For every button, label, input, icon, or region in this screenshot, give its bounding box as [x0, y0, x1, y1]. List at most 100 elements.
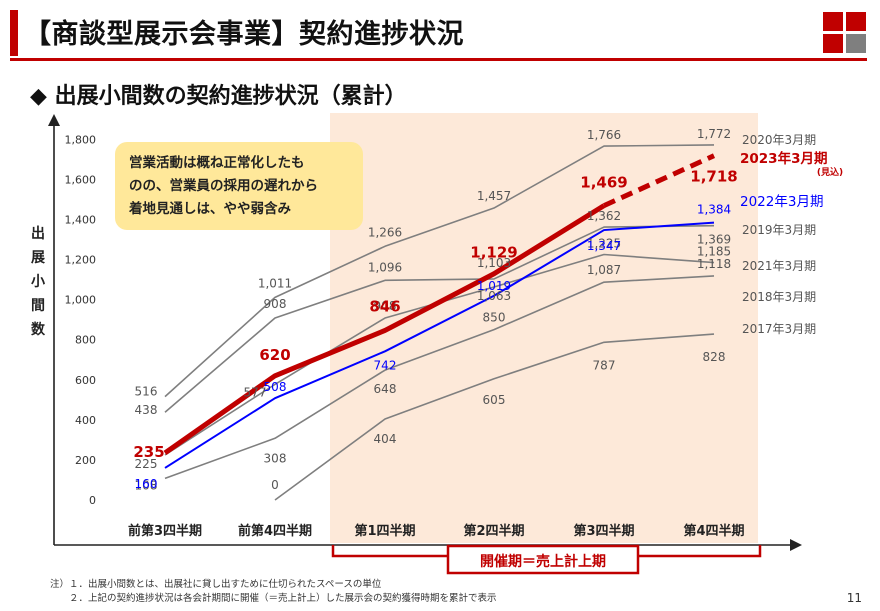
data-label: 577	[244, 385, 267, 399]
series-line	[164, 144, 715, 398]
commentary-callout: 営業活動は概ね正常化したも のの、営業員の採用の遅れから 着地見通しは、やや弱含…	[115, 142, 363, 230]
logo-square-1	[823, 12, 843, 31]
data-label: 308	[264, 451, 287, 465]
y-tick-label: 1,400	[65, 213, 97, 226]
series-line-forecast	[602, 153, 716, 208]
data-label: 0	[271, 478, 279, 492]
series-line-solid	[163, 203, 606, 455]
series-line	[274, 333, 715, 501]
y-axis-label: 出展小間数	[28, 222, 48, 342]
title-accent-bar	[10, 10, 18, 56]
data-label: 516	[135, 385, 158, 399]
y-axis-label-char: 小	[31, 274, 45, 290]
data-label: 1,103	[477, 256, 511, 270]
y-axis-label-char: 出	[31, 226, 45, 242]
sales-period-box	[446, 544, 640, 575]
data-label: 225	[135, 457, 158, 471]
y-tick-label: 200	[75, 454, 96, 467]
y-axis-label-char: 数	[31, 322, 45, 338]
y-tick-label: 1,200	[65, 254, 97, 267]
y-axis-label-char: 間	[31, 298, 45, 314]
data-label: 235	[133, 443, 164, 461]
footnotes: 注）１．出展小間数とは、出展社に貸し出すために仕切られたスペースの単位 ２．上記…	[50, 578, 497, 606]
data-label: 787	[593, 358, 616, 372]
data-label: 1,369	[697, 233, 731, 247]
data-label: 648	[374, 382, 397, 396]
y-tick-label: 1,800	[65, 133, 97, 146]
data-label: 605	[483, 393, 506, 407]
logo-square-3	[823, 34, 843, 53]
logo-square-2	[846, 12, 866, 31]
data-label: 1,087	[587, 263, 621, 277]
data-label: 1,772	[697, 127, 731, 141]
data-label: 1,011	[258, 276, 292, 290]
data-label: 846	[369, 297, 400, 315]
data-label: 160	[135, 477, 158, 491]
legend-label: 2021年3月期	[742, 259, 816, 273]
legend-label: 2023年3月期	[740, 150, 827, 167]
logo-square-4	[846, 34, 866, 53]
sales-period-label: 開催期＝売上計上期	[480, 553, 606, 570]
data-label: 1,766	[587, 128, 621, 142]
legend-label: 2022年3月期	[740, 194, 823, 210]
legend-label: 2020年3月期	[742, 133, 816, 147]
data-label: 1,019	[477, 279, 511, 293]
data-label: 108	[135, 478, 158, 492]
data-label: 1,718	[690, 168, 737, 186]
y-axis-label-char: 展	[31, 250, 45, 266]
data-label: 438	[135, 403, 158, 417]
x-tick-label: 第4四半期	[683, 523, 744, 539]
data-label: 1,457	[477, 189, 511, 203]
x-tick-label: 第3四半期	[573, 523, 634, 539]
data-label: 1,266	[368, 225, 402, 239]
legend-label: 2018年3月期	[742, 290, 816, 304]
footnote-2: ２．上記の契約進捗状況は各会計期間に開催（＝売上計上）した展示会の契約獲得時期を…	[50, 593, 497, 604]
data-label: 742	[374, 358, 397, 372]
data-label: 1,185	[697, 245, 731, 259]
section-subtitle: ◆ 出展小間数の契約進捗状況（累計）	[30, 84, 407, 109]
x-tick-label: 第1四半期	[354, 523, 415, 539]
y-tick-label: 1,000	[65, 294, 97, 307]
y-tick-label: 600	[75, 374, 96, 387]
sales-period-background	[330, 113, 758, 543]
data-label: 1,225	[587, 237, 621, 251]
legend-note: (見込)	[817, 166, 843, 178]
y-tick-label: 1,600	[65, 173, 97, 186]
callout-line: のの、営業員の採用の遅れから	[129, 178, 318, 194]
x-axis-arrow	[790, 539, 802, 551]
company-logo	[823, 12, 867, 54]
footnote-1: 注）１．出展小間数とは、出展社に貸し出すために仕切られたスペースの単位	[50, 579, 382, 590]
x-tick-label: 前第4四半期	[238, 523, 312, 539]
data-label: 1,469	[580, 174, 627, 192]
callout-line: 着地見通しは、やや弱含み	[129, 201, 291, 217]
data-label: 908	[374, 299, 397, 313]
page-title: 【商談型展示会事業】契約進捗状況	[24, 19, 464, 50]
data-label: 1,347	[587, 239, 621, 253]
data-label: 620	[259, 346, 290, 364]
data-label: 1,063	[477, 289, 511, 303]
x-tick-label: 第2四半期	[463, 523, 524, 539]
page-number: 11	[846, 591, 862, 605]
data-label: 828	[703, 350, 726, 364]
series-line	[164, 221, 715, 469]
data-label: 1,129	[470, 244, 517, 262]
data-label: 1,384	[697, 203, 731, 217]
data-label: 850	[483, 311, 506, 325]
data-label: 908	[264, 297, 287, 311]
callout-line: 営業活動は概ね正常化したも	[129, 155, 305, 171]
legend-label: 2017年3月期	[742, 322, 816, 336]
series-line	[164, 275, 715, 480]
data-label: 404	[374, 432, 397, 446]
data-label: 508	[264, 380, 287, 394]
y-axis-arrow	[48, 114, 60, 126]
title-underline	[10, 58, 867, 61]
legend-label: 2019年3月期	[742, 223, 816, 237]
series-line	[164, 224, 715, 413]
data-label: 1,362	[587, 209, 621, 223]
data-label: 1,096	[368, 260, 402, 274]
y-tick-label: 400	[75, 414, 96, 427]
data-label: 1,118	[697, 257, 731, 271]
y-tick-label: 800	[75, 334, 96, 347]
y-tick-label: 0	[89, 494, 96, 507]
